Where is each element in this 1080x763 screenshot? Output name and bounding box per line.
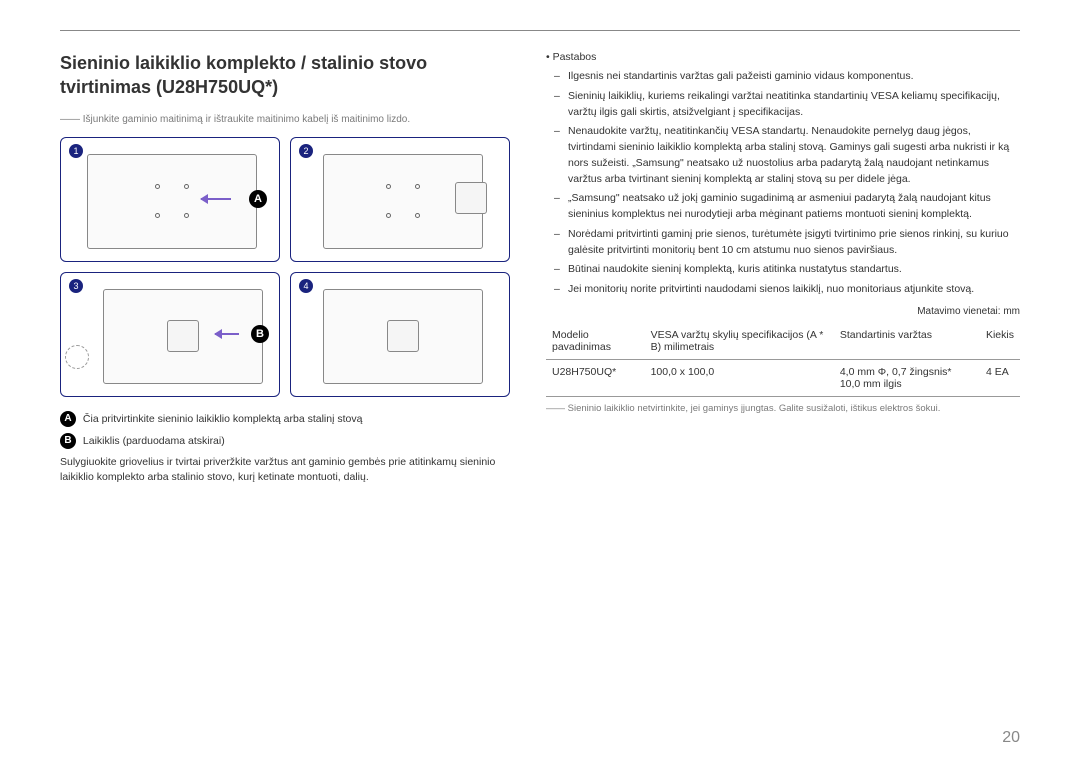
panel-number: 2	[299, 144, 313, 158]
td-screw: 4,0 mm Φ, 0,7 žingsnis* 10,0 mm ilgis	[834, 359, 980, 396]
caution-text: ―― Išjunkite gaminio maitinimą ir ištrau…	[60, 114, 510, 125]
page-number: 20	[1002, 729, 1020, 747]
note-item: Norėdami pritvirtinti gaminį prie sienos…	[558, 227, 1020, 259]
units-label: Matavimo vienetai: mm	[546, 306, 1020, 317]
arrow-icon	[201, 198, 231, 200]
note-item: Nenaudokite varžtų, neatitinkančių VESA …	[558, 124, 1020, 187]
legend-b-text: Laikiklis (parduodama atskirai)	[83, 434, 225, 446]
panel-number: 1	[69, 144, 83, 158]
bracket-mounted	[387, 320, 419, 352]
th-qty: Kiekis	[980, 323, 1020, 360]
spec-table: Modelio pavadinimas VESA varžtų skylių s…	[546, 323, 1020, 397]
panel-2: 2	[290, 137, 510, 262]
notes-list: Ilgesnis nei standartinis varžtas gali p…	[546, 69, 1020, 298]
panel-number: 3	[69, 279, 83, 293]
table-row: U28H750UQ* 100,0 x 100,0 4,0 mm Φ, 0,7 ž…	[546, 359, 1020, 396]
badge-a: A	[60, 411, 76, 427]
section-title: Sieninio laikiklio komplekto / stalinio …	[60, 51, 510, 100]
panel-4: 4	[290, 272, 510, 397]
note-item: Būtinai naudokite sieninį komplektą, kur…	[558, 262, 1020, 278]
monitor-rear-illustration	[323, 289, 483, 384]
note-item: Ilgesnis nei standartinis varžtas gali p…	[558, 69, 1020, 85]
panel-number: 4	[299, 279, 313, 293]
legend-b: B Laikiklis (parduodama atskirai)	[60, 433, 510, 449]
th-screw: Standartinis varžtas	[834, 323, 980, 360]
top-rule	[60, 30, 1020, 31]
td-vesa: 100,0 x 100,0	[645, 359, 834, 396]
screw-detail-circle	[65, 345, 89, 369]
instruction-text: Sulygiuokite griovelius ir tvirtai prive…	[60, 455, 510, 487]
panel-3: 3 B	[60, 272, 280, 397]
arrow-icon	[215, 333, 239, 335]
note-item: Sieninių laikiklių, kuriems reikalingi v…	[558, 89, 1020, 121]
td-qty: 4 EA	[980, 359, 1020, 396]
right-column: • Pastabos Ilgesnis nei standartinis var…	[546, 51, 1020, 490]
footnote: ―― Sieninio laikiklio netvirtinkite, jei…	[546, 403, 1020, 414]
table-header-row: Modelio pavadinimas VESA varžtų skylių s…	[546, 323, 1020, 360]
legend-a-text: Čia pritvirtinkite sieninio laikiklio ko…	[83, 412, 363, 424]
label-b-badge: B	[251, 325, 269, 343]
th-vesa: VESA varžtų skylių specifikacijos (A * B…	[645, 323, 834, 360]
td-model: U28H750UQ*	[546, 359, 645, 396]
note-item: „Samsung" neatsako už jokį gaminio sugad…	[558, 191, 1020, 223]
legend-a: A Čia pritvirtinkite sieninio laikiklio …	[60, 411, 510, 427]
left-column: Sieninio laikiklio komplekto / stalinio …	[60, 51, 510, 490]
notes-header: • Pastabos	[546, 51, 1020, 63]
diagram-grid: 1 A 2	[60, 137, 510, 397]
bracket-illustration	[455, 182, 487, 214]
panel-1: 1 A	[60, 137, 280, 262]
note-item: Jei monitorių norite pritvirtinti naudod…	[558, 282, 1020, 298]
bracket-mounted	[167, 320, 199, 352]
label-a-badge: A	[249, 190, 267, 208]
badge-b: B	[60, 433, 76, 449]
content-columns: Sieninio laikiklio komplekto / stalinio …	[60, 51, 1020, 490]
monitor-rear-illustration	[87, 154, 257, 249]
monitor-rear-illustration	[103, 289, 263, 384]
th-model: Modelio pavadinimas	[546, 323, 645, 360]
